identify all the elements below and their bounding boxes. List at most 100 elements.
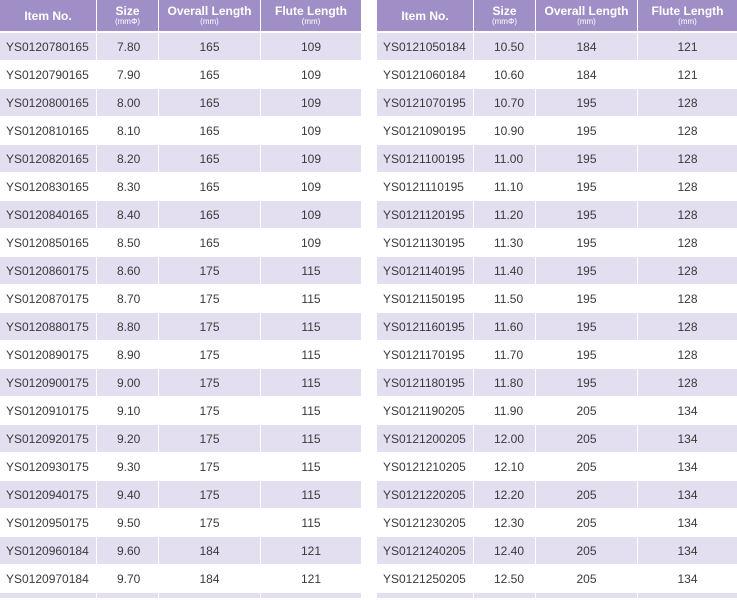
header-overall-length: Overall Length (mm) [536, 0, 638, 33]
item-no-cell: YS0121180195 [377, 369, 474, 397]
table-row: YS0121100195 11.00 195 128 [377, 145, 737, 173]
header-row: Item No. Size (mmΦ) Overall Length (mm) Fl… [0, 0, 361, 33]
table-row: YS0120850165 8.50 165 109 [0, 229, 361, 257]
size-cell: 9.60 [97, 537, 159, 565]
item-no-cell: YS0121170195 [377, 341, 474, 369]
size-cell: 12.50 [474, 565, 536, 593]
size-cell: 11.80 [474, 369, 536, 397]
overall-length-cell: 165 [159, 229, 261, 257]
table-row: YS0120820165 8.20 165 109 [0, 145, 361, 173]
item-no-cell: YS0120900175 [0, 369, 97, 397]
item-no-cell: YS0120920175 [0, 425, 97, 453]
item-no-cell: YS0120800165 [0, 89, 97, 117]
size-cell: 11.90 [474, 397, 536, 425]
header-flute-length: Flute Length (mm) [261, 0, 361, 33]
overall-length-cell: 195 [536, 89, 638, 117]
flute-length-cell: 134 [638, 453, 737, 481]
item-no-cell: YS0120960184 [0, 537, 97, 565]
header-item-no: Item No. [0, 0, 97, 33]
flute-length-cell: 134 [638, 397, 737, 425]
item-no-cell: YS0121160195 [377, 313, 474, 341]
overall-unit: (mm) [200, 16, 219, 26]
item-no-cell: YS0121050184 [377, 33, 474, 61]
size-cell: 9.70 [97, 565, 159, 593]
table-row: YS0121140195 11.40 195 128 [377, 257, 737, 285]
table-row: YS0121240205 12.40 205 134 [377, 537, 737, 565]
table-row: YS0120880175 8.80 175 115 [0, 313, 361, 341]
flute-length-cell: 109 [261, 229, 361, 257]
size-cell: 8.10 [97, 117, 159, 145]
size-unit: (mmΦ) [114, 16, 141, 26]
flute-length-cell: 109 [261, 145, 361, 173]
overall-length-cell: 175 [159, 285, 261, 313]
size-cell: 11.50 [474, 285, 536, 313]
overall-length-cell: 165 [159, 201, 261, 229]
size-cell: 8.50 [97, 229, 159, 257]
flute-length-cell: 134 [638, 509, 737, 537]
table-row: YS0120790165 7.90 165 109 [0, 61, 361, 89]
size-cell: 9.30 [97, 453, 159, 481]
size-cell: 9.20 [97, 425, 159, 453]
size-cell: 11.20 [474, 201, 536, 229]
header-row: Item No. Size (mmΦ) Overall Length (mm) Fl… [377, 0, 737, 33]
flute-length-cell: 128 [638, 257, 737, 285]
size-cell: 11.40 [474, 257, 536, 285]
table-row: YS0120840165 8.40 165 109 [0, 201, 361, 229]
cutoff-cell [638, 593, 737, 599]
flute-length-cell: 128 [638, 369, 737, 397]
overall-length-cell: 205 [536, 565, 638, 593]
overall-length-cell: 205 [536, 453, 638, 481]
cutoff-cell [97, 593, 159, 599]
flute-length-cell: 121 [261, 537, 361, 565]
table-row: YS0120930175 9.30 175 115 [0, 453, 361, 481]
size-cell: 12.20 [474, 481, 536, 509]
header-overall-length: Overall Length (mm) [159, 0, 261, 33]
size-cell: 8.70 [97, 285, 159, 313]
overall-length-cell: 205 [536, 397, 638, 425]
overall-length-cell: 175 [159, 369, 261, 397]
item-no-cell: YS0120910175 [0, 397, 97, 425]
flute-length-cell: 109 [261, 201, 361, 229]
flute-length-cell: 115 [261, 509, 361, 537]
table-row-cutoff [0, 593, 361, 599]
overall-length-cell: 175 [159, 257, 261, 285]
table-row: YS0121150195 11.50 195 128 [377, 285, 737, 313]
size-cell: 8.80 [97, 313, 159, 341]
table-row-cutoff [377, 593, 737, 599]
overall-length-cell: 175 [159, 453, 261, 481]
overall-length-cell: 195 [536, 229, 638, 257]
item-no-cell: YS0121150195 [377, 285, 474, 313]
table-row: YS0121220205 12.20 205 134 [377, 481, 737, 509]
flute-length-cell: 115 [261, 369, 361, 397]
table-row: YS0120910175 9.10 175 115 [0, 397, 361, 425]
item-no-cell: YS0120970184 [0, 565, 97, 593]
overall-length-cell: 205 [536, 425, 638, 453]
spec-table-left: Item No. Size (mmΦ) Overall Length (mm) Fl… [0, 0, 361, 599]
size-cell: 9.50 [97, 509, 159, 537]
flute-length-cell: 115 [261, 481, 361, 509]
flute-length-cell: 109 [261, 173, 361, 201]
overall-length-cell: 165 [159, 145, 261, 173]
item-no-cell: YS0120870175 [0, 285, 97, 313]
table-row: YS0121060184 10.60 184 121 [377, 61, 737, 89]
item-no-cell: YS0121070195 [377, 89, 474, 117]
overall-length-cell: 175 [159, 397, 261, 425]
size-cell: 11.30 [474, 229, 536, 257]
size-cell: 9.10 [97, 397, 159, 425]
item-no-cell: YS0120790165 [0, 61, 97, 89]
overall-length-cell: 195 [536, 201, 638, 229]
size-cell: 12.10 [474, 453, 536, 481]
overall-length-cell: 195 [536, 257, 638, 285]
table-row: YS0121210205 12.10 205 134 [377, 453, 737, 481]
flute-length-cell: 128 [638, 201, 737, 229]
item-no-cell: YS0121220205 [377, 481, 474, 509]
flute-length-cell: 128 [638, 341, 737, 369]
size-cell: 7.90 [97, 61, 159, 89]
table-row: YS0120860175 8.60 175 115 [0, 257, 361, 285]
overall-length-cell: 205 [536, 481, 638, 509]
item-no-cell: YS0121090195 [377, 117, 474, 145]
size-cell: 10.60 [474, 61, 536, 89]
size-cell: 11.10 [474, 173, 536, 201]
overall-length-cell: 205 [536, 509, 638, 537]
size-cell: 8.60 [97, 257, 159, 285]
